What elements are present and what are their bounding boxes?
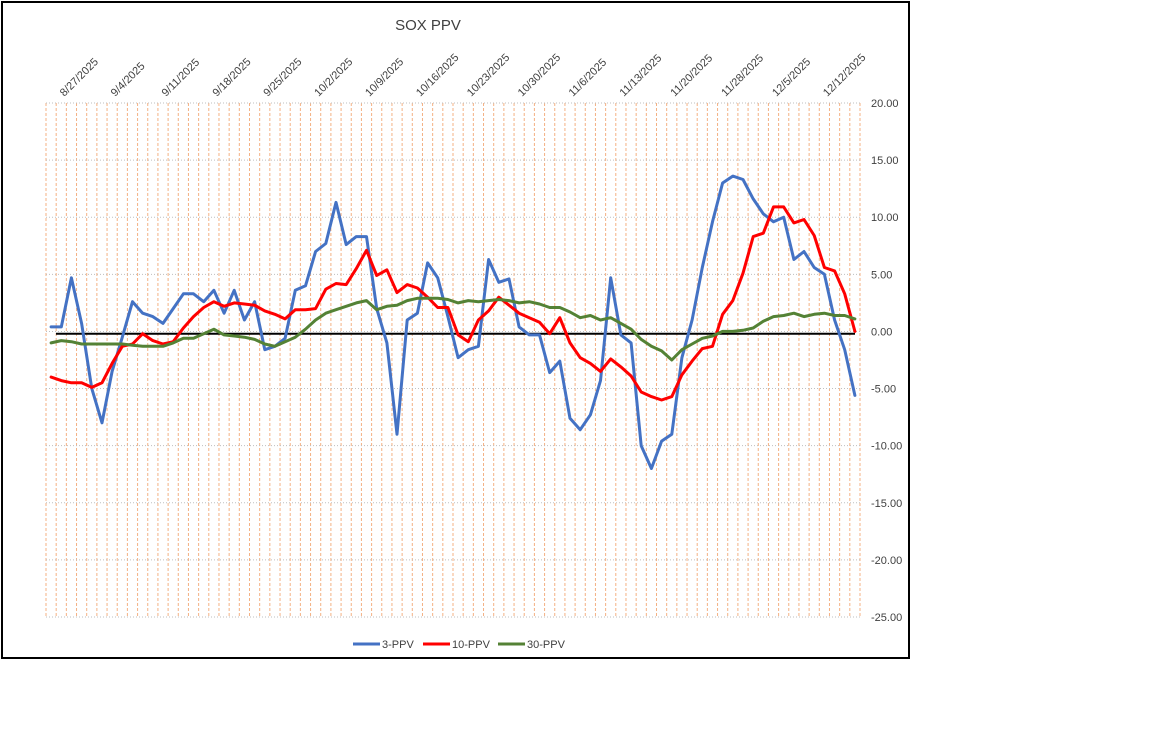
x-tick-label: 10/2/2025 (312, 56, 355, 99)
x-axis-tick-labels: 8/27/2025 9/4/2025 9/11/2025 9/18/2025 9/25/… (58, 52, 869, 99)
legend: 3-PPV 10-PPV 30-PPV (353, 639, 566, 651)
x-tick-label: 10/9/2025 (363, 56, 406, 99)
y-tick-label: -15.00 (871, 498, 902, 510)
legend-label: 30-PPV (527, 639, 566, 651)
chart-frame: SOX PPV 8/27/2025 9/4/2025 9/11/2025 9/18/2… (1, 1, 910, 659)
x-tick-label: 12/12/2025 (821, 52, 868, 99)
x-tick-label: 9/4/2025 (109, 60, 148, 99)
y-tick-label: 0.00 (871, 326, 892, 338)
x-tick-label: 9/18/2025 (211, 56, 254, 99)
x-tick-label: 9/11/2025 (160, 57, 203, 100)
y-tick-label: 10.00 (871, 212, 899, 224)
x-tick-label: 10/30/2025 (516, 52, 563, 99)
x-tick-label: 9/25/2025 (261, 56, 304, 99)
series-line-3-ppv (49, 174, 857, 470)
vertical-gridlines (45, 103, 861, 617)
x-tick-label: 10/16/2025 (414, 52, 461, 99)
y-tick-label: 15.00 (871, 155, 899, 167)
y-tick-label: -20.00 (871, 555, 902, 567)
x-tick-label: 12/5/2025 (770, 56, 813, 99)
y-axis-tick-labels: 20.00 15.00 10.00 5.00 0.00 -5.00 -10.00 -15.00… (871, 98, 902, 624)
legend-label: 10-PPV (452, 639, 491, 651)
y-tick-label: -25.00 (871, 612, 902, 624)
x-tick-label: 8/27/2025 (58, 56, 101, 99)
horizontal-gridlines (46, 102, 860, 618)
x-tick-label: 11/20/2025 (668, 52, 715, 99)
series-line-10-ppv (49, 205, 857, 402)
chart-title: SOX PPV (395, 17, 461, 34)
y-tick-label: 20.00 (871, 98, 899, 110)
x-tick-label: 11/28/2025 (719, 52, 766, 99)
x-tick-label: 11/13/2025 (618, 52, 665, 99)
legend-label: 3-PPV (382, 639, 414, 651)
series-line-30-ppv (49, 296, 857, 362)
y-tick-label: -5.00 (871, 384, 896, 396)
y-tick-label: 5.00 (871, 269, 892, 281)
y-tick-label: -10.00 (871, 441, 902, 453)
chart-svg: SOX PPV 8/27/2025 9/4/2025 9/11/2025 9/18/2… (45, 17, 902, 651)
x-tick-label: 11/6/2025 (567, 57, 610, 100)
series-lines (49, 174, 857, 470)
x-tick-label: 10/23/2025 (465, 52, 512, 99)
